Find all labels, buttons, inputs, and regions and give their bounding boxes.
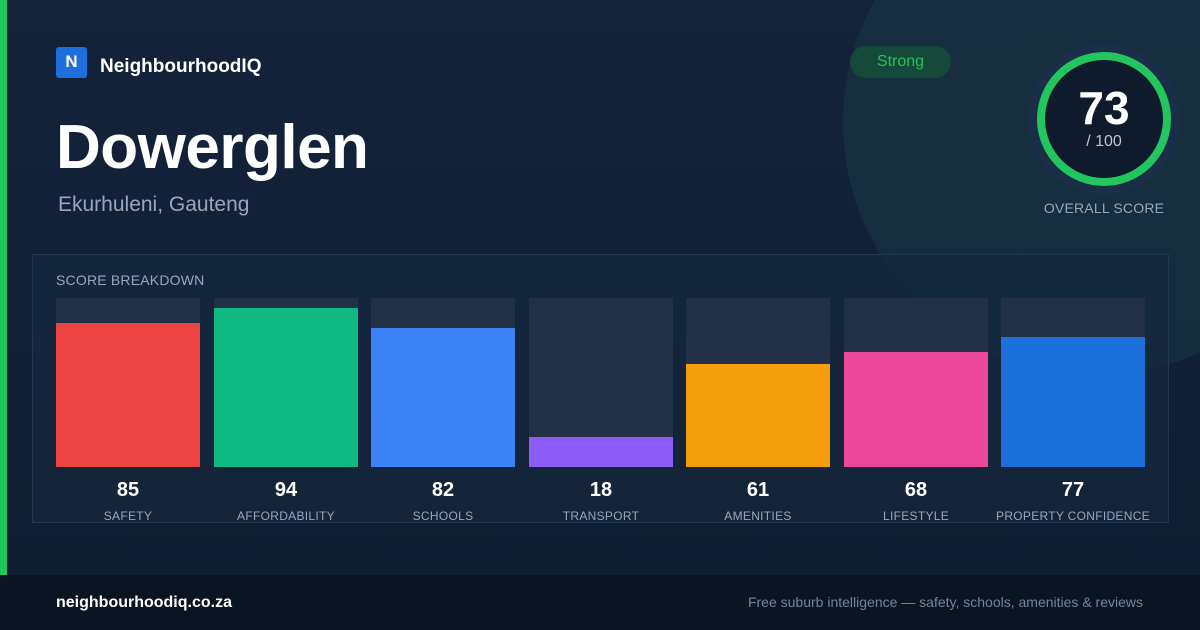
bar-label: PROPERTY CONFIDENCE	[996, 509, 1150, 523]
bar-label: AMENITIES	[724, 509, 792, 523]
bar-value: 77	[1061, 479, 1085, 501]
brand[interactable]: N NeighbourhoodIQ	[56, 46, 261, 78]
suburb-name: Dowerglen	[56, 113, 369, 182]
suburb-location: Ekurhuleni, Gauteng	[58, 193, 250, 216]
bar-label: TRANSPORT	[562, 509, 640, 523]
overall-score-value: 73	[1078, 82, 1130, 134]
breakdown-bars: 85 SAFETY 94 AFFORDABILITY 82 SCHOOLS 18 TRANSP…	[56, 298, 1150, 523]
bar-fill	[56, 323, 200, 467]
bar-label: AFFORDABILITY	[237, 509, 335, 523]
accent-bar	[0, 0, 7, 575]
rating-badge: Strong	[850, 46, 951, 78]
bar-fill	[1001, 337, 1145, 467]
bar-value: 82	[431, 479, 455, 501]
bar-fill	[371, 328, 515, 467]
bar-value: 61	[746, 479, 770, 501]
bar-value: 85	[116, 479, 140, 501]
bar-fill	[529, 437, 673, 467]
score-breakdown-panel: SCORE BREAKDOWN 85 SAFETY 94 AFFORDABILITY 8…	[32, 254, 1169, 523]
breakdown-title: SCORE BREAKDOWN	[56, 272, 205, 288]
bar-fill	[844, 352, 988, 467]
bar-label: SAFETY	[103, 509, 153, 523]
bar-lifestyle: 68 LIFESTYLE	[844, 298, 988, 523]
bar-value: 68	[904, 479, 928, 501]
footer-domain-link[interactable]: neighbourhoodiq.co.za	[56, 594, 232, 611]
overall-score-ring: 73 / 100	[1028, 43, 1180, 195]
bar-safety: 85 SAFETY	[56, 298, 200, 523]
bar-track	[1001, 298, 1145, 467]
bar-label: LIFESTYLE	[882, 509, 950, 523]
bar-value: 18	[589, 479, 613, 501]
bar-schools: 82 SCHOOLS	[371, 298, 515, 523]
brand-name: NeighbourhoodIQ	[100, 56, 262, 77]
bar-fill	[686, 364, 830, 467]
bar-track	[56, 298, 200, 467]
bar-transport: 18 TRANSPORT	[529, 298, 673, 523]
bar-track	[371, 298, 515, 467]
bar-affordability: 94 AFFORDABILITY	[214, 298, 358, 523]
footer-tagline: Free suburb intelligence — safety, schoo…	[747, 594, 1143, 610]
bar-track	[686, 298, 830, 467]
bar-track	[214, 298, 358, 467]
footer: neighbourhoodiq.co.za Free suburb intell…	[0, 575, 1200, 630]
bar-fill	[214, 308, 358, 467]
bar-value: 94	[274, 479, 298, 501]
overall-score-max: / 100	[1086, 133, 1122, 150]
bar-track	[844, 298, 988, 467]
brand-logo-icon: N	[56, 46, 87, 78]
bar-property-confidence: 77 PROPERTY CONFIDENCE	[996, 298, 1150, 523]
score-ring-icon	[1037, 52, 1171, 186]
bar-amenities: 61 AMENITIES	[686, 298, 830, 523]
overall-score-caption: OVERALL SCORE	[1043, 200, 1165, 216]
bar-label: SCHOOLS	[412, 509, 474, 523]
bar-track	[529, 298, 673, 467]
share-card: N NeighbourhoodIQ Dowerglen Ekurhuleni, …	[0, 0, 1200, 575]
